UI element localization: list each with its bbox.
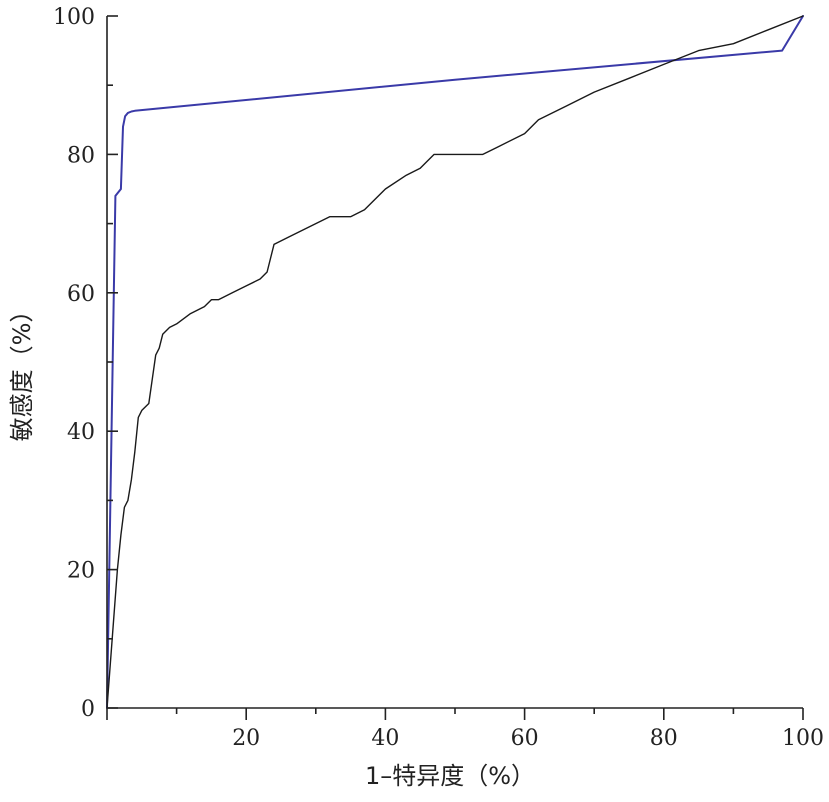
y-tick-label: 100 <box>53 5 95 30</box>
x-tick-label: 80 <box>650 726 678 751</box>
x-axis-title: 1–特异度（%） <box>365 762 535 790</box>
tick-marks <box>106 15 804 720</box>
series-line-2 <box>106 15 804 709</box>
axes <box>106 16 803 709</box>
y-tick-label: 40 <box>67 420 95 445</box>
x-tick-label: 40 <box>371 726 399 751</box>
y-tick-label: 20 <box>67 559 95 584</box>
x-tick-label: 60 <box>511 726 539 751</box>
x-tick-label: 100 <box>782 726 824 751</box>
tick-labels: 20 40 60 80 100 0 20 40 60 80 100 <box>53 5 824 751</box>
series-line-1 <box>106 15 804 709</box>
plot-area <box>106 15 804 709</box>
y-tick-label: 60 <box>67 282 95 307</box>
y-tick-label: 0 <box>81 697 95 722</box>
x-tick-label: 20 <box>232 726 260 751</box>
y-axis-title: 敏感度（%） <box>8 299 36 442</box>
y-tick-label: 80 <box>67 143 95 168</box>
